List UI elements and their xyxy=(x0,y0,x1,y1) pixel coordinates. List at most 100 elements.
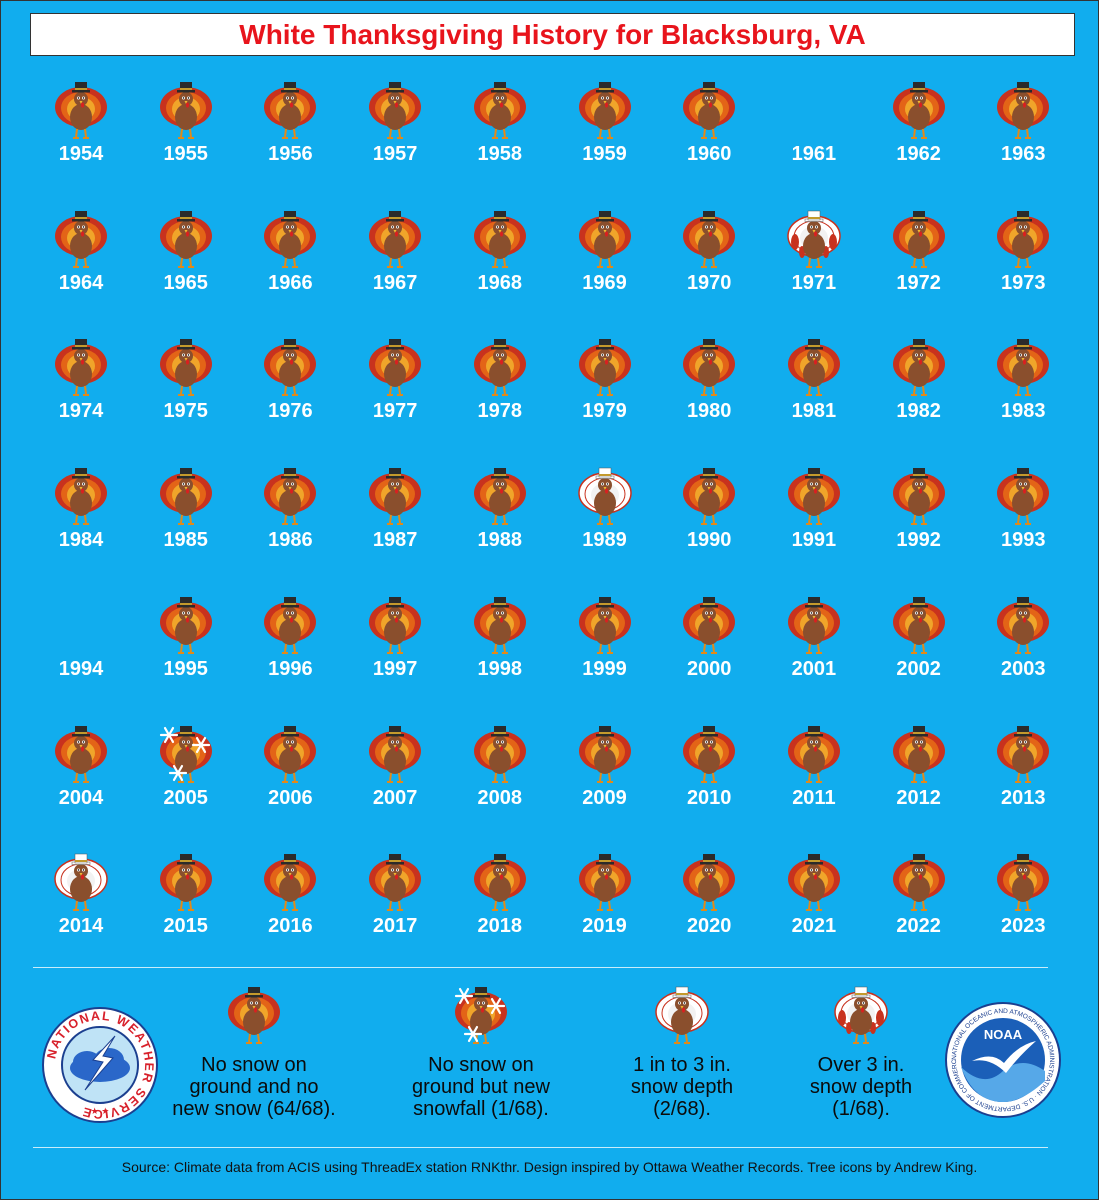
turkey-icon xyxy=(465,457,535,527)
year-label: 1972 xyxy=(896,271,941,294)
year-label: 1958 xyxy=(477,143,523,165)
nws-logo: NATIONAL WEATHER SERVICE ★ ★ xyxy=(41,1006,159,1129)
turkey-icon xyxy=(360,843,430,913)
legend-text: 1 in to 3 in. snow depth (2/68). xyxy=(631,1054,733,1120)
turkey-icon xyxy=(151,200,221,270)
year-cell: 1979 xyxy=(553,328,657,456)
year-label: 1965 xyxy=(163,271,208,294)
svg-text:★ ★: ★ ★ xyxy=(91,1106,110,1116)
year-cell: 1954 xyxy=(29,71,133,199)
turkey-icon xyxy=(360,328,430,398)
turkey-icon xyxy=(988,200,1058,270)
legend-text: Over 3 in. snow depth (1/68). xyxy=(810,1054,912,1120)
year-label: 2016 xyxy=(268,915,313,938)
turkey-icon xyxy=(46,328,116,398)
year-cell: 1981 xyxy=(762,328,866,456)
year-label: 1975 xyxy=(163,400,208,423)
year-label: 1994 xyxy=(58,657,104,680)
turkey-icon xyxy=(988,715,1058,785)
year-label: 1956 xyxy=(268,143,313,165)
year-cell: 1976 xyxy=(238,328,342,456)
year-cell: 1985 xyxy=(134,457,238,585)
year-cell: 2008 xyxy=(448,715,552,843)
legend-text: No snow on ground but new snowfall (1/68). xyxy=(412,1054,550,1120)
year-cell: 2012 xyxy=(867,715,971,843)
year-cell: 1998 xyxy=(448,586,552,714)
empty-icon-slot xyxy=(779,71,849,141)
year-cell: 1993 xyxy=(971,457,1075,585)
year-cell: 1969 xyxy=(553,200,657,328)
turkey-icon xyxy=(988,586,1058,656)
turkey-icon xyxy=(884,71,954,141)
year-label: 1963 xyxy=(1001,143,1046,165)
year-cell: 1980 xyxy=(657,328,761,456)
year-cell: 2021 xyxy=(762,843,866,971)
year-cell: 1960 xyxy=(657,71,761,199)
turkey-icon xyxy=(988,71,1058,141)
year-label: 2000 xyxy=(686,657,732,680)
year-cell: 1963 xyxy=(971,71,1075,199)
noaa-logo-text: NOAA xyxy=(984,1027,1023,1042)
year-label: 2014 xyxy=(58,915,104,938)
turkey-icon xyxy=(151,71,221,141)
turkey-icon xyxy=(674,457,744,527)
legend-line: 1 in to 3 in. xyxy=(633,1054,731,1076)
year-label: 2010 xyxy=(686,786,732,809)
year-cell: 2004 xyxy=(29,715,133,843)
year-label: 2015 xyxy=(163,915,208,938)
turkey-icon xyxy=(884,586,954,656)
year-label: 1987 xyxy=(372,529,418,552)
turkey-icon xyxy=(465,843,535,913)
turkey-icon xyxy=(360,457,430,527)
year-label: 2013 xyxy=(1001,786,1046,809)
legend-line: snow depth xyxy=(809,1076,913,1098)
legend-line: No snow on xyxy=(201,1054,307,1076)
legend-line: (1/68). xyxy=(832,1098,890,1120)
year-cell: 1959 xyxy=(553,71,657,199)
year-label: 2006 xyxy=(268,786,313,809)
turkey-icon xyxy=(360,71,430,141)
year-label: 1964 xyxy=(58,271,104,294)
year-label: 1971 xyxy=(791,271,837,294)
year-label: 2023 xyxy=(1001,915,1046,938)
year-cell: 1970 xyxy=(657,200,761,328)
year-label: 1997 xyxy=(372,657,418,680)
turkey-icon xyxy=(46,200,116,270)
turkey-icon xyxy=(779,715,849,785)
year-label: 1986 xyxy=(268,529,313,552)
year-cell: 1972 xyxy=(867,200,971,328)
year-label: 2005 xyxy=(163,786,208,809)
year-cell: 1975 xyxy=(134,328,238,456)
year-cell: 1999 xyxy=(553,586,657,714)
year-label: 2018 xyxy=(477,915,523,938)
year-cell: 1990 xyxy=(657,457,761,585)
year-label: 2012 xyxy=(896,786,941,809)
year-label: 2007 xyxy=(372,786,418,809)
year-label: 1978 xyxy=(477,400,523,423)
turkey-icon xyxy=(255,457,325,527)
turkey-icon xyxy=(570,586,640,656)
year-label: 1968 xyxy=(477,271,523,294)
year-label: 2011 xyxy=(792,786,836,809)
year-cell: 1973 xyxy=(971,200,1075,328)
year-cell: 2007 xyxy=(343,715,447,843)
year-cell: 1957 xyxy=(343,71,447,199)
year-cell: 1978 xyxy=(448,328,552,456)
year-cell: 2022 xyxy=(867,843,971,971)
turkey-icon xyxy=(465,586,535,656)
year-cell: 1965 xyxy=(134,200,238,328)
legend-line: Over 3 in. xyxy=(817,1054,905,1076)
turkey-icon xyxy=(360,200,430,270)
year-cell: 2015 xyxy=(134,843,238,971)
year-label: 1981 xyxy=(791,400,837,423)
turkey-icon xyxy=(46,843,116,913)
legend-item: No snow on ground and no new snow (64/68). xyxy=(154,976,354,1120)
year-label: 1980 xyxy=(686,400,732,423)
year-label: 2003 xyxy=(1001,657,1046,680)
year-cell: 1997 xyxy=(343,586,447,714)
year-cell: 2003 xyxy=(971,586,1075,714)
year-label: 2008 xyxy=(477,786,523,809)
year-label: 1955 xyxy=(163,143,208,165)
turkey-icon xyxy=(46,457,116,527)
turkey-icon xyxy=(151,586,221,656)
